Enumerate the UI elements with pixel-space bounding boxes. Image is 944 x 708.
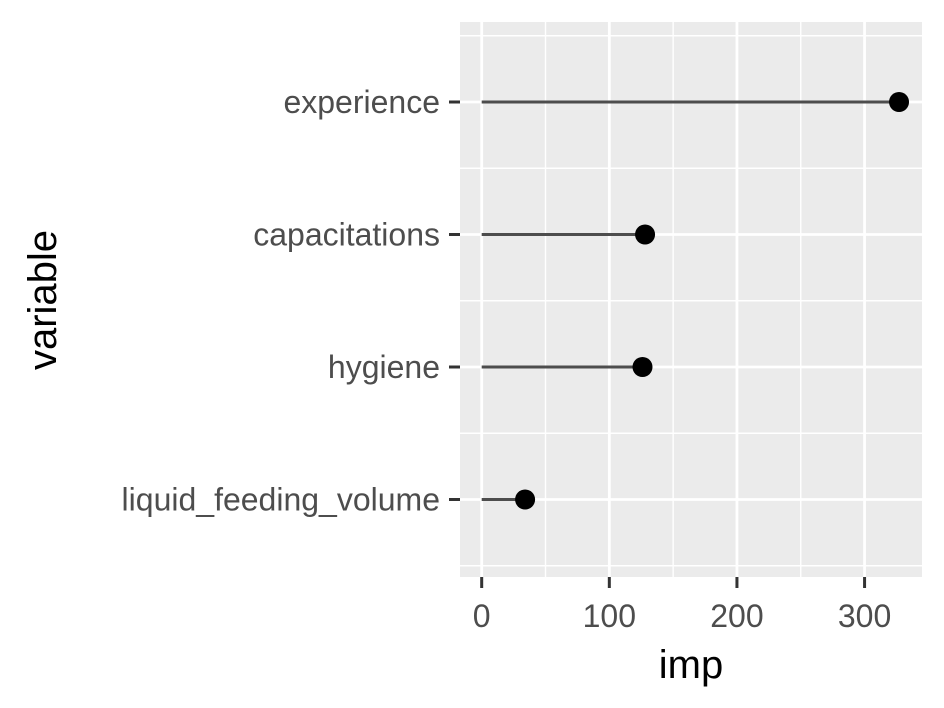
lollipop-point xyxy=(632,357,653,377)
y-tick-label: experience xyxy=(283,84,440,120)
y-tick-label: hygiene xyxy=(328,349,440,385)
x-tick-label: 200 xyxy=(710,598,763,634)
lollipop-point xyxy=(635,224,656,245)
y-tick-label: capacitations xyxy=(253,217,440,253)
y-tick-label: liquid_feeding_volume xyxy=(122,482,440,518)
lollipop-point xyxy=(889,92,910,112)
y-axis: experience capacitations hygiene liquid_fee… xyxy=(122,84,460,518)
y-axis-title: variable xyxy=(21,230,65,370)
x-axis-title: imp xyxy=(659,643,723,687)
plot-panel xyxy=(460,22,922,577)
x-tick-label: 100 xyxy=(583,598,636,634)
lollipop-point xyxy=(515,489,536,510)
grid xyxy=(460,22,922,577)
x-axis: 0 100 200 300 xyxy=(473,577,891,634)
data-marks xyxy=(481,92,910,510)
x-tick-label: 0 xyxy=(473,598,491,634)
x-tick-label: 300 xyxy=(838,598,891,634)
